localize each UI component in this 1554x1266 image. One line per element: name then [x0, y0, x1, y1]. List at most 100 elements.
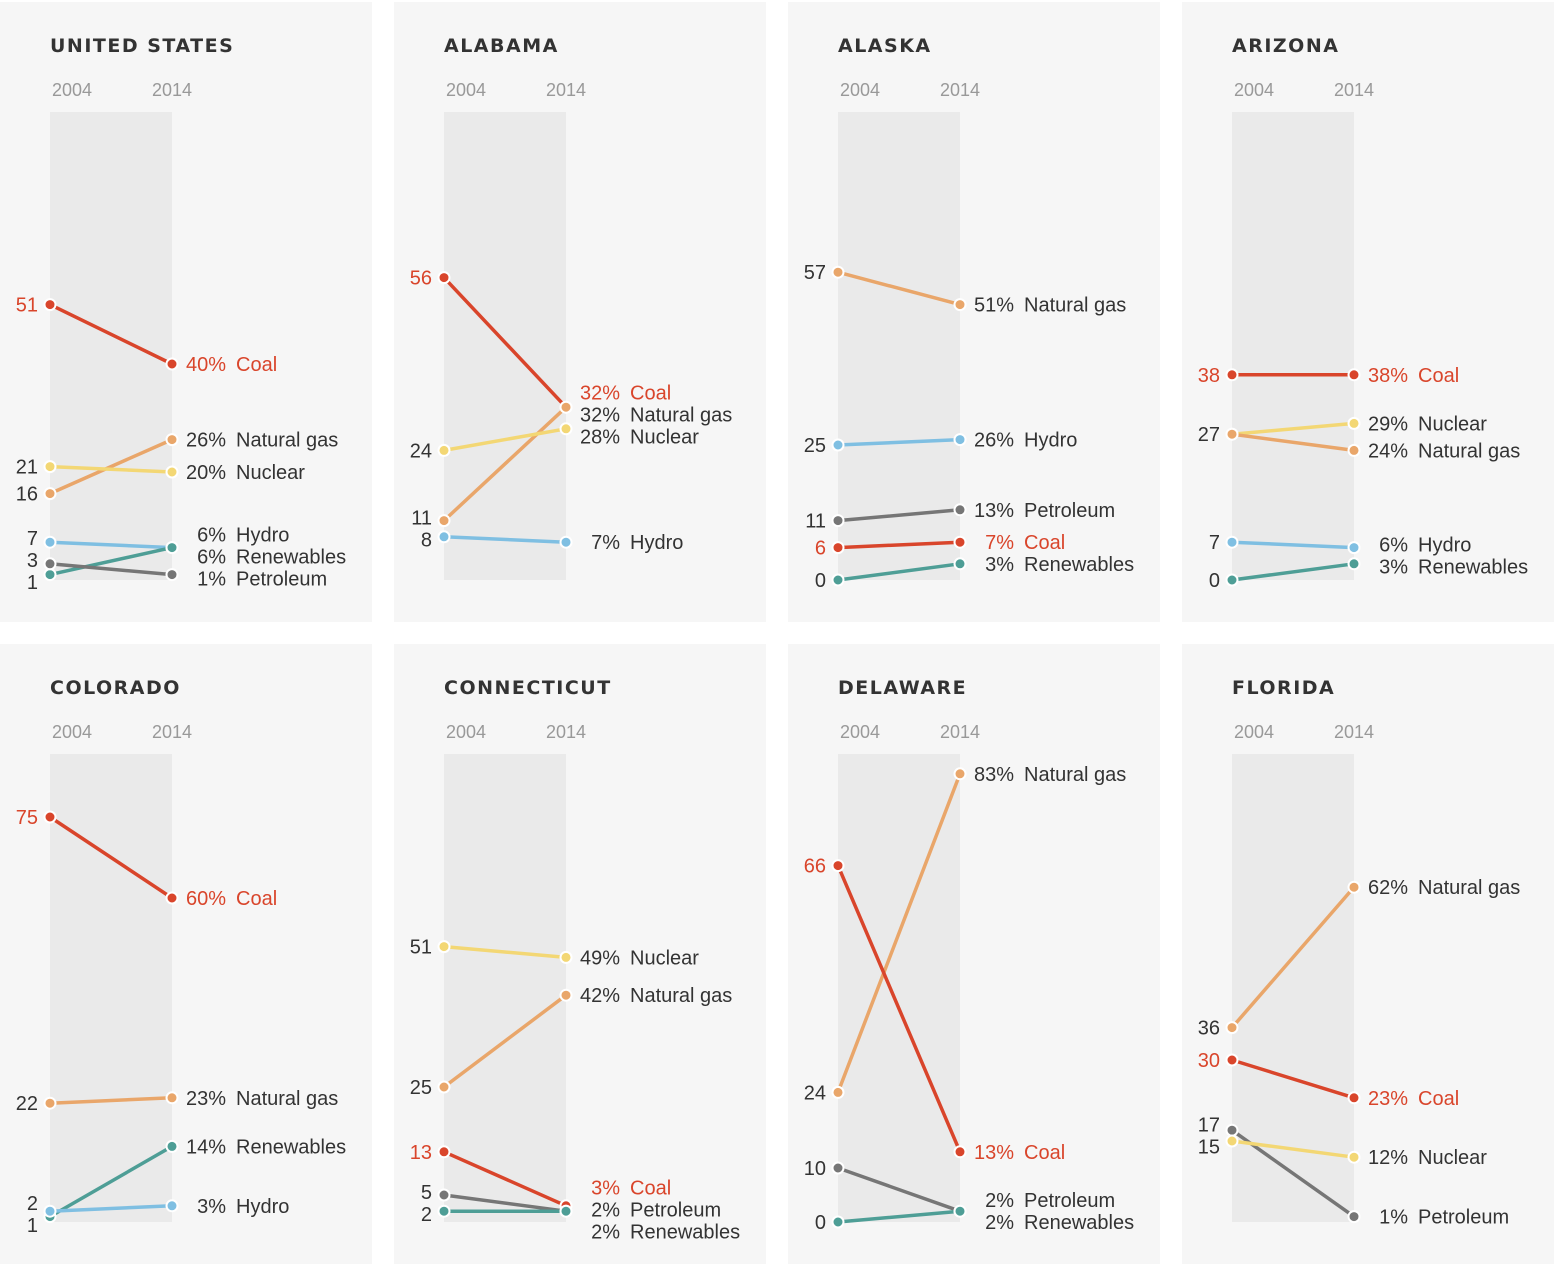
point-natural-gas-2004 — [831, 265, 845, 279]
start-value-label: 17 — [1198, 1115, 1220, 1137]
period-band — [50, 754, 172, 1222]
point-nuclear-2014 — [165, 465, 179, 479]
series-line-natural-gas — [442, 405, 568, 523]
start-value-label: 5 — [421, 1182, 432, 1204]
start-value-label: 16 — [16, 484, 38, 506]
series-name-label: Coal — [1418, 365, 1459, 387]
year-label-end: 2014 — [545, 722, 587, 742]
end-value-label: 1% — [1379, 1207, 1408, 1229]
series-line-coal — [442, 275, 568, 409]
chart-title: DELAWARE — [838, 677, 968, 699]
series-name-label: Natural gas — [1418, 440, 1520, 462]
series-name-label: Natural gas — [630, 985, 732, 1007]
start-value-label: 2 — [421, 1204, 432, 1226]
series-line-natural-gas — [442, 993, 568, 1089]
end-value-label: 6% — [197, 547, 226, 569]
start-value-label: 51 — [410, 937, 432, 959]
chart-title: ARIZONA — [1232, 35, 1340, 57]
point-hydro-2014 — [953, 433, 967, 447]
start-value-label: 27 — [1198, 424, 1220, 446]
point-coal-2004 — [831, 541, 845, 555]
point-coal-2004 — [437, 271, 451, 285]
start-value-label: 2 — [27, 1193, 38, 1215]
end-value-label: 24% — [1368, 440, 1408, 462]
chart-title: COLORADO — [50, 677, 181, 699]
series-name-label: Renewables — [1418, 557, 1528, 579]
slope-chart-svg: 38 27 7 0 38% Coal 29% Nuclear 24% Natural gas 6% H… — [1198, 112, 1528, 592]
series-line-hydro — [836, 437, 962, 447]
series-name-label: Coal — [236, 354, 277, 376]
end-value-label: 13% — [974, 500, 1014, 522]
point-natural-gas-2014 — [559, 400, 573, 414]
end-value-label: 23% — [1368, 1088, 1408, 1110]
point-nuclear-2004 — [43, 460, 57, 474]
series-name-label: Coal — [1024, 532, 1065, 554]
start-value-label: 0 — [815, 570, 826, 592]
end-value-label: 2% — [985, 1190, 1014, 1212]
point-petroleum-2014 — [953, 503, 967, 517]
start-value-label: 75 — [16, 807, 38, 829]
start-value-label: 11 — [805, 511, 826, 533]
start-value-label: 24 — [804, 1082, 826, 1104]
point-petroleum-2004 — [831, 1161, 845, 1175]
point-coal-2004 — [1225, 1053, 1239, 1067]
series-line-hydro — [48, 540, 174, 550]
series-name-label: Nuclear — [630, 947, 699, 969]
year-label-end: 2014 — [545, 80, 587, 100]
end-value-label: 3% — [197, 1196, 226, 1218]
start-value-label: 7 — [1209, 532, 1220, 554]
end-value-label: 6% — [197, 525, 226, 547]
end-value-label: 7% — [591, 532, 620, 554]
point-natural-gas-2004 — [437, 1080, 451, 1094]
series-name-label: Natural gas — [1418, 877, 1520, 899]
series-name-label: Natural gas — [1024, 295, 1126, 317]
point-natural-gas-2014 — [953, 767, 967, 781]
year-label-start: 2004 — [839, 722, 881, 742]
series-line-renewables — [48, 545, 174, 577]
point-nuclear-2014 — [1347, 1150, 1361, 1164]
slope-chart-svg: 57 25 11 6 0 51% Natural gas 26% Hydro 13% Petrole… — [804, 112, 1134, 592]
series-line-petroleum — [836, 1166, 962, 1213]
series-line-natural-gas — [836, 270, 962, 307]
point-renewables-2014 — [165, 541, 179, 555]
start-value-label: 25 — [804, 435, 826, 457]
point-petroleum-2004 — [1225, 1123, 1239, 1137]
chart-panel-florida: FLORIDA 2004 2014 36 30 17 15 62% Natural gas 23%… — [1182, 644, 1554, 1264]
point-coal-2014 — [1347, 1091, 1361, 1105]
series-name-label: Renewables — [236, 1136, 346, 1158]
point-hydro-2004 — [437, 530, 451, 544]
series-name-label: Coal — [1024, 1142, 1065, 1164]
start-value-label: 8 — [421, 530, 432, 552]
year-label-start: 2004 — [1233, 722, 1275, 742]
end-value-label: 3% — [1379, 557, 1408, 579]
point-coal-2014 — [1347, 368, 1361, 382]
point-hydro-2014 — [559, 535, 573, 549]
end-value-label: 28% — [580, 426, 620, 448]
series-name-label: Hydro — [236, 1196, 289, 1218]
chart-title: ALABAMA — [444, 35, 559, 57]
point-renewables-2014 — [1347, 557, 1361, 571]
point-natural-gas-2004 — [43, 1096, 57, 1110]
year-label-start: 2004 — [445, 80, 487, 100]
start-value-label: 36 — [1198, 1018, 1220, 1040]
point-nuclear-2004 — [1225, 1134, 1239, 1148]
start-value-label: 11 — [411, 508, 432, 530]
end-value-label: 23% — [186, 1088, 226, 1110]
start-value-label: 13 — [410, 1142, 432, 1164]
end-value-label: 3% — [591, 1177, 620, 1199]
chart-title: ALASKA — [838, 35, 932, 57]
end-value-label: 7% — [985, 532, 1014, 554]
chart-panel-arizona: ARIZONA 2004 2014 38 27 7 0 38% Coal 29% Nuclear 24… — [1182, 2, 1554, 622]
point-petroleum-2004 — [437, 1188, 451, 1202]
start-value-label: 57 — [804, 262, 826, 284]
point-coal-2014 — [165, 891, 179, 905]
point-renewables-2004 — [831, 1215, 845, 1229]
point-nuclear-2004 — [437, 443, 451, 457]
start-value-label: 38 — [1198, 365, 1220, 387]
end-value-label: 6% — [1379, 535, 1408, 557]
series-name-label: Renewables — [236, 547, 346, 569]
point-hydro-2004 — [831, 438, 845, 452]
series-name-label: Nuclear — [236, 462, 305, 484]
end-value-label: 26% — [974, 430, 1014, 452]
start-value-label: 15 — [1198, 1137, 1220, 1159]
